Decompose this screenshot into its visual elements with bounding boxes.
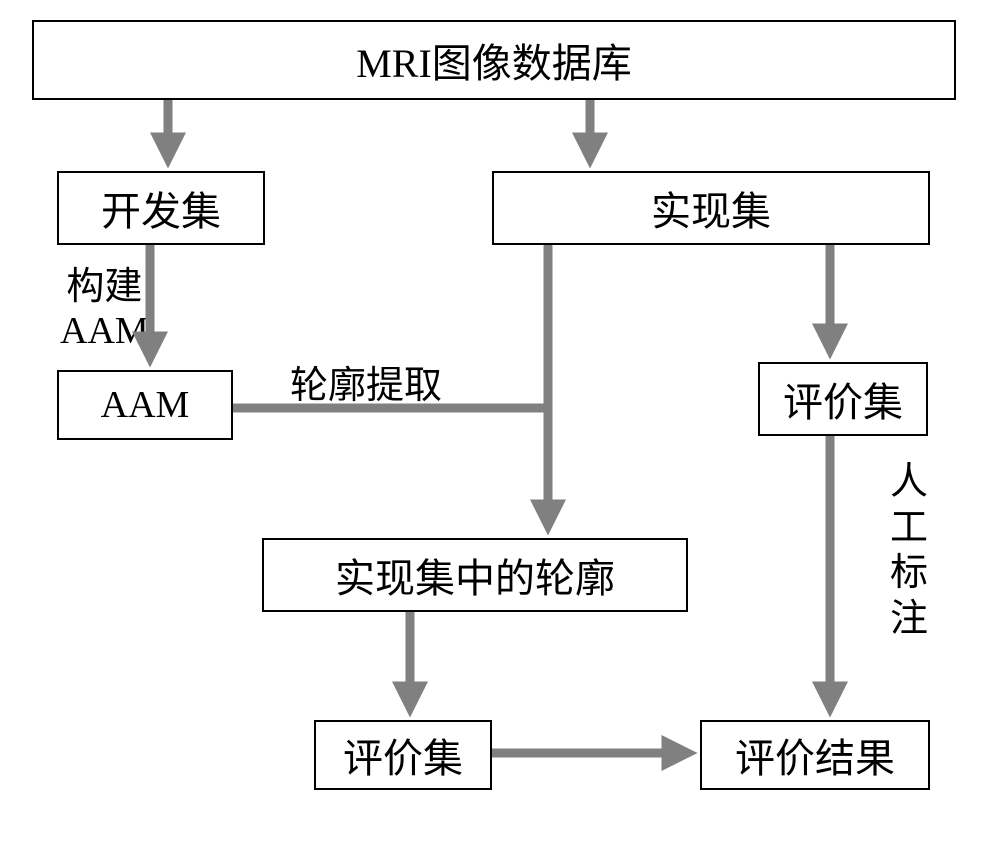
label-line: AAM xyxy=(60,310,149,354)
box-label: 实现集中的轮廓 xyxy=(335,546,615,604)
box-evalset2: 评价集 xyxy=(314,720,492,790)
box-label: 实现集 xyxy=(651,179,771,237)
box-label: 开发集 xyxy=(101,179,221,237)
box-aam: AAM xyxy=(57,370,233,440)
box-evalset1: 评价集 xyxy=(758,362,928,436)
box-contours: 实现集中的轮廓 xyxy=(262,538,688,612)
label-build-aam: 构建 AAM xyxy=(60,266,149,353)
box-label: 评价结果 xyxy=(735,726,895,784)
label-char: 注 xyxy=(890,597,928,643)
label-manual-annotation: 人 工 标 注 xyxy=(890,460,928,642)
box-devset: 开发集 xyxy=(57,171,265,245)
box-label: 评价集 xyxy=(343,726,463,784)
label-line: 构建 xyxy=(60,266,149,310)
label-text: 轮廓提取 xyxy=(290,365,442,407)
box-label: 评价集 xyxy=(783,370,903,428)
label-char: 人 xyxy=(890,460,928,506)
label-char: 标 xyxy=(890,551,928,597)
box-label: AAM xyxy=(101,383,190,427)
box-implset: 实现集 xyxy=(492,171,930,245)
box-result: 评价结果 xyxy=(700,720,930,790)
label-contour-extract: 轮廓提取 xyxy=(290,364,442,410)
label-char: 工 xyxy=(890,506,928,552)
box-label: MRI图像数据库 xyxy=(356,31,632,89)
box-mri-database: MRI图像数据库 xyxy=(32,20,956,100)
